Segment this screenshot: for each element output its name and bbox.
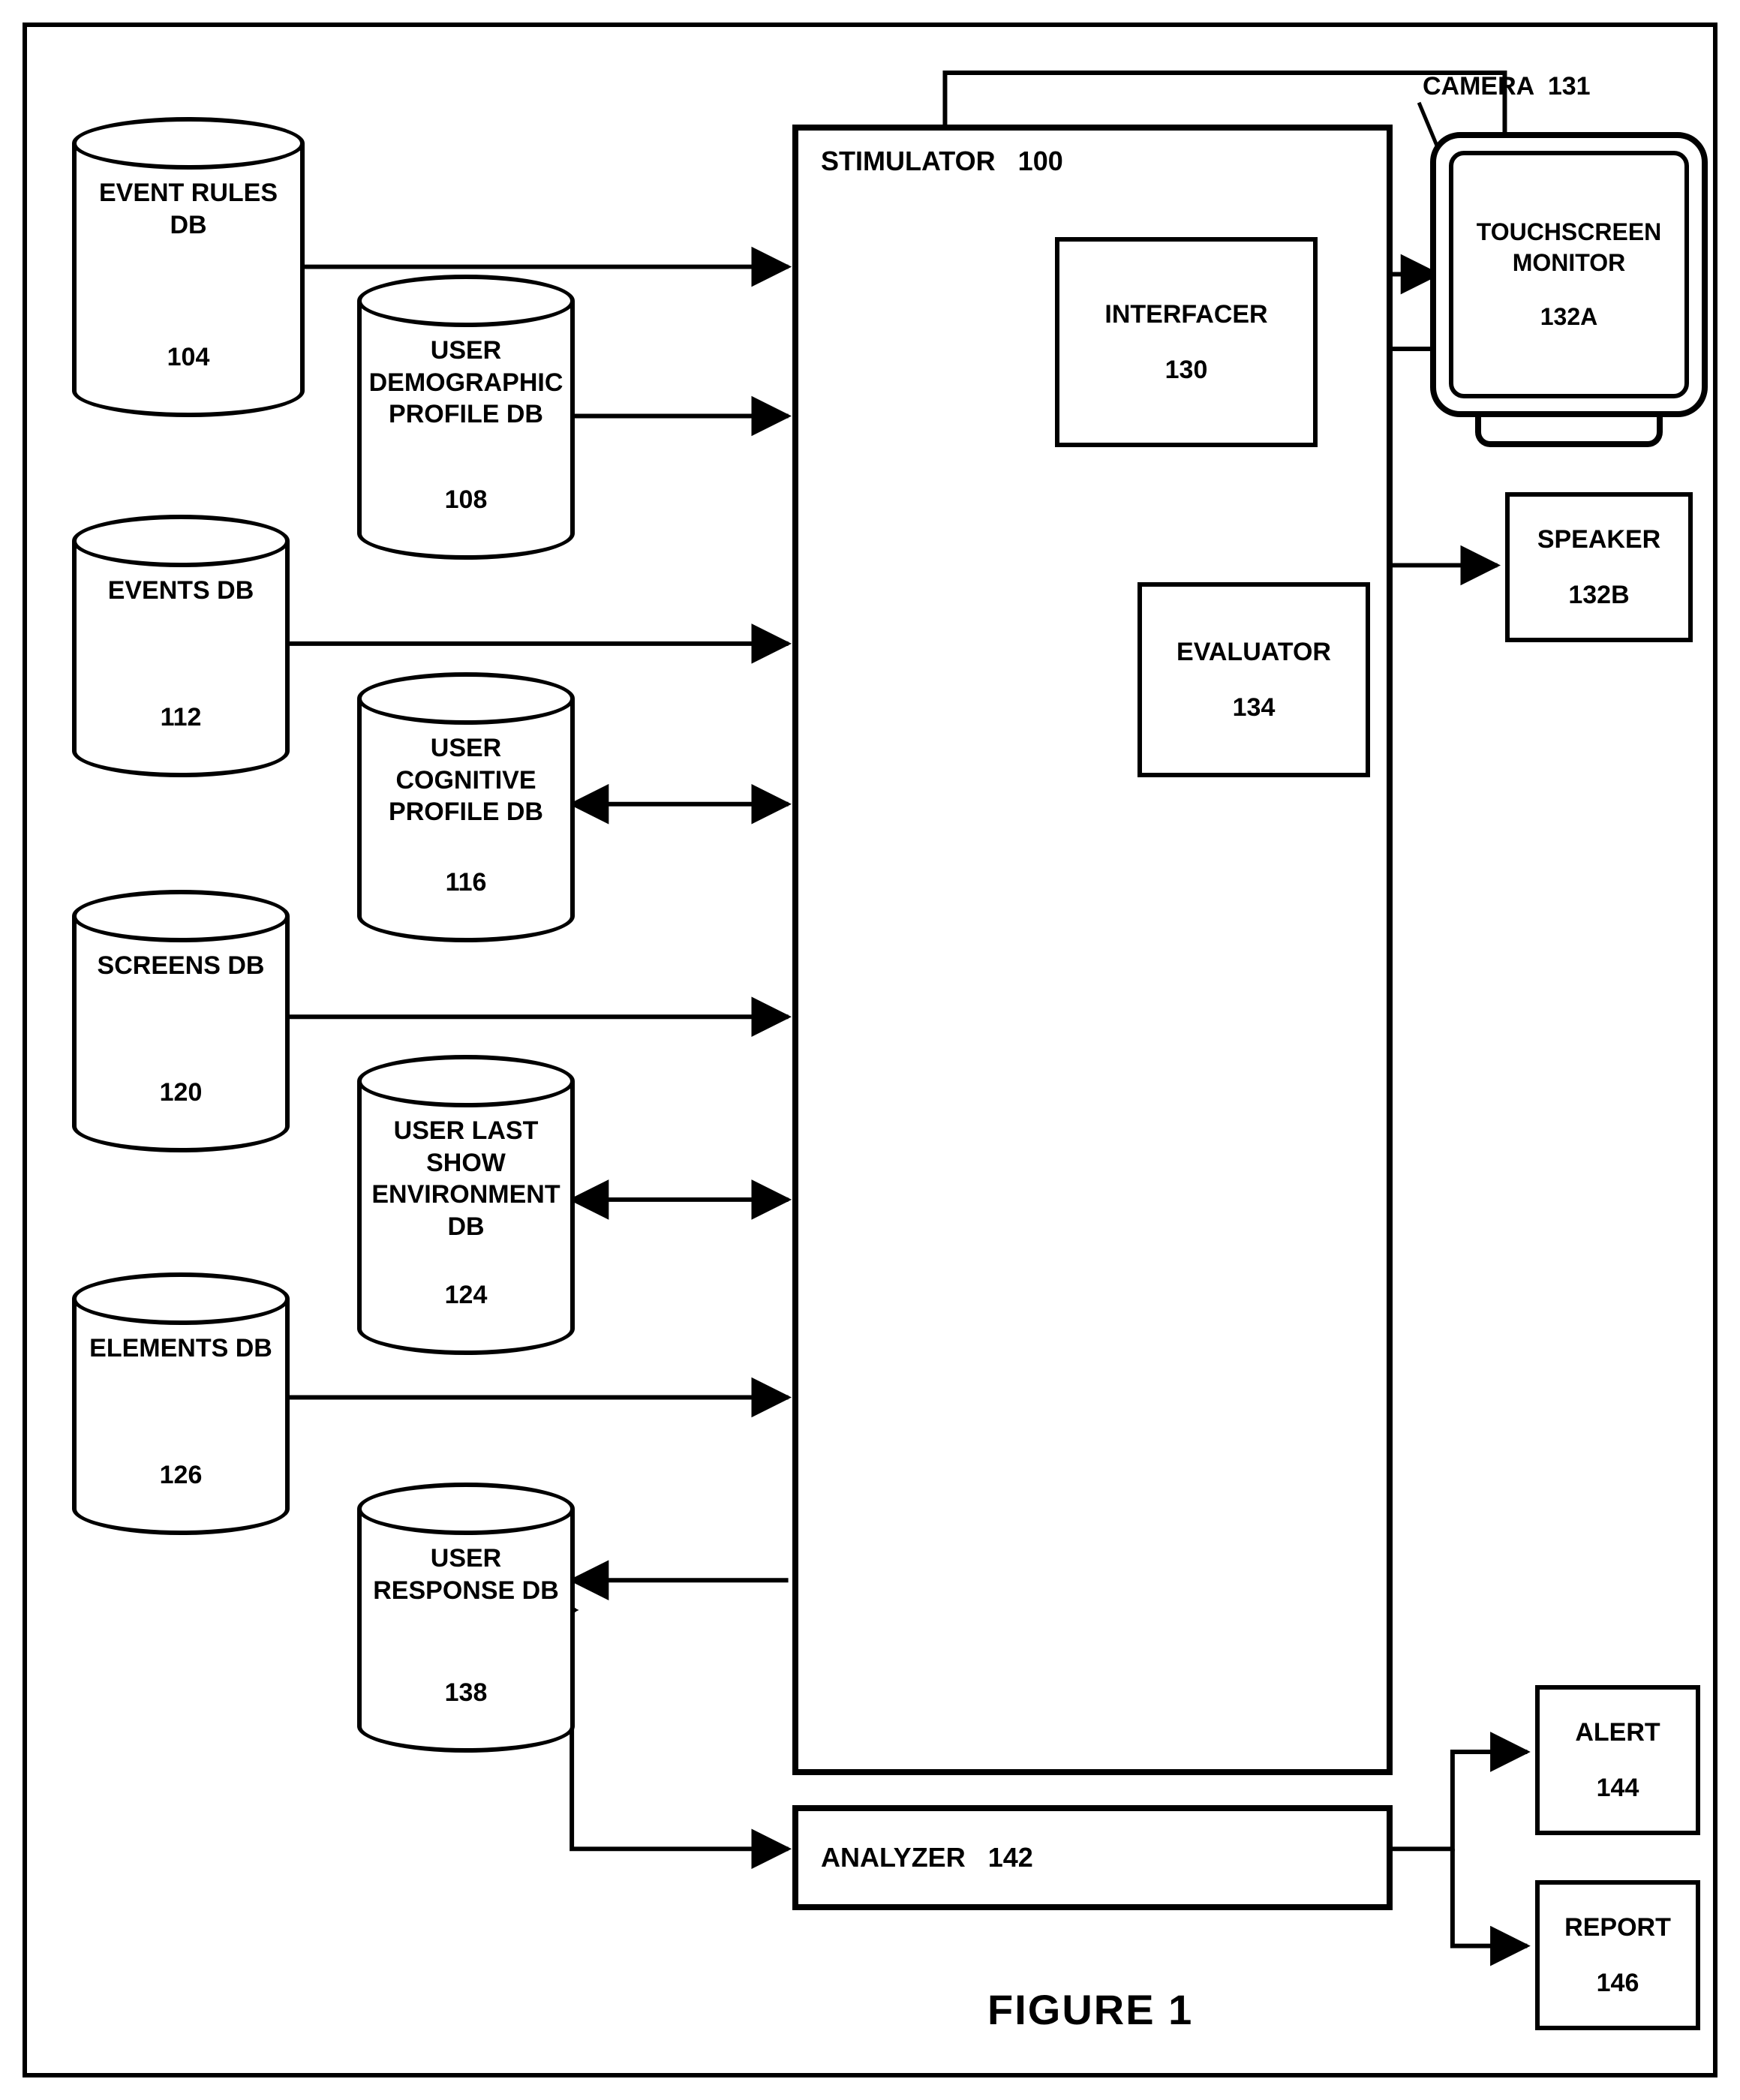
figure-label: FIGURE 1 xyxy=(987,1985,1193,2034)
alert-box: ALERT 144 xyxy=(1535,1685,1700,1835)
db-user_response: USER RESPONSE DB 138 xyxy=(357,1483,575,1753)
db-num: 138 xyxy=(357,1678,575,1708)
db-label: SCREENS DB xyxy=(72,950,290,982)
arrow-ur_to_analyzer xyxy=(572,1655,788,1849)
interfacer-box: INTERFACER 130 xyxy=(1055,237,1318,447)
stimulator-num: 100 xyxy=(1018,146,1063,176)
db-num: 116 xyxy=(357,868,575,897)
db-num: 108 xyxy=(357,485,575,515)
speaker-num: 132B xyxy=(1568,578,1629,611)
report-num: 146 xyxy=(1597,1966,1639,1999)
db-label: USER RESPONSE DB xyxy=(357,1543,575,1606)
db-events: EVENTS DB 112 xyxy=(72,515,290,777)
monitor-frame-inner: TOUCHSCREEN MONITOR 132A xyxy=(1449,151,1689,398)
monitor-label: TOUCHSCREEN MONITOR xyxy=(1453,217,1684,279)
db-label: USER COGNITIVE PROFILE DB xyxy=(357,732,575,828)
analyzer-label: ANALYZER xyxy=(821,1842,966,1873)
db-screens: SCREENS DB 120 xyxy=(72,890,290,1152)
alert-label: ALERT xyxy=(1575,1716,1660,1749)
interfacer-num: 130 xyxy=(1165,353,1208,386)
arrow-analyzer_to_report xyxy=(1453,1849,1527,1945)
arrow-analyzer_to_alert xyxy=(1385,1752,1527,1849)
db-user_cognitive: USER COGNITIVE PROFILE DB 116 xyxy=(357,672,575,942)
touchscreen-monitor: TOUCHSCREEN MONITOR 132A xyxy=(1430,132,1708,455)
evaluator-label: EVALUATOR xyxy=(1177,635,1331,668)
evaluator-box: EVALUATOR 134 xyxy=(1137,582,1370,777)
report-box: REPORT 146 xyxy=(1535,1880,1700,2030)
db-label: EVENTS DB xyxy=(72,575,290,607)
db-user_demo: USER DEMOGRAPHIC PROFILE DB 108 xyxy=(357,275,575,560)
camera-label: CAMERA 131 xyxy=(1423,72,1591,101)
db-label: USER LAST SHOW ENVIRONMENT DB xyxy=(357,1115,575,1242)
diagram-canvas: STIMULATOR 100 ANALYZER 142 INTERFACER 1… xyxy=(23,23,1717,2077)
alert-num: 144 xyxy=(1597,1771,1639,1804)
analyzer-box: ANALYZER 142 xyxy=(792,1805,1393,1910)
db-event_rules: EVENT RULES DB 104 xyxy=(72,117,305,417)
db-elements: ELEMENTS DB 126 xyxy=(72,1272,290,1535)
interfacer-label: INTERFACER xyxy=(1104,298,1267,331)
monitor-num: 132A xyxy=(1540,302,1598,333)
db-user_lastshow: USER LAST SHOW ENVIRONMENT DB 124 xyxy=(357,1055,575,1355)
db-label: USER DEMOGRAPHIC PROFILE DB xyxy=(357,335,575,431)
report-label: REPORT xyxy=(1564,1911,1671,1944)
speaker-label: SPEAKER xyxy=(1537,523,1660,556)
db-num: 104 xyxy=(72,343,305,372)
db-num: 126 xyxy=(72,1461,290,1490)
db-label: ELEMENTS DB xyxy=(72,1332,290,1365)
db-num: 112 xyxy=(72,703,290,732)
stimulator-label: STIMULATOR xyxy=(821,146,996,176)
db-num: 120 xyxy=(72,1078,290,1107)
analyzer-num: 142 xyxy=(988,1842,1033,1873)
db-label: EVENT RULES DB xyxy=(72,177,305,241)
evaluator-num: 134 xyxy=(1233,691,1276,724)
db-num: 124 xyxy=(357,1281,575,1310)
speaker-box: SPEAKER 132B xyxy=(1505,492,1693,642)
